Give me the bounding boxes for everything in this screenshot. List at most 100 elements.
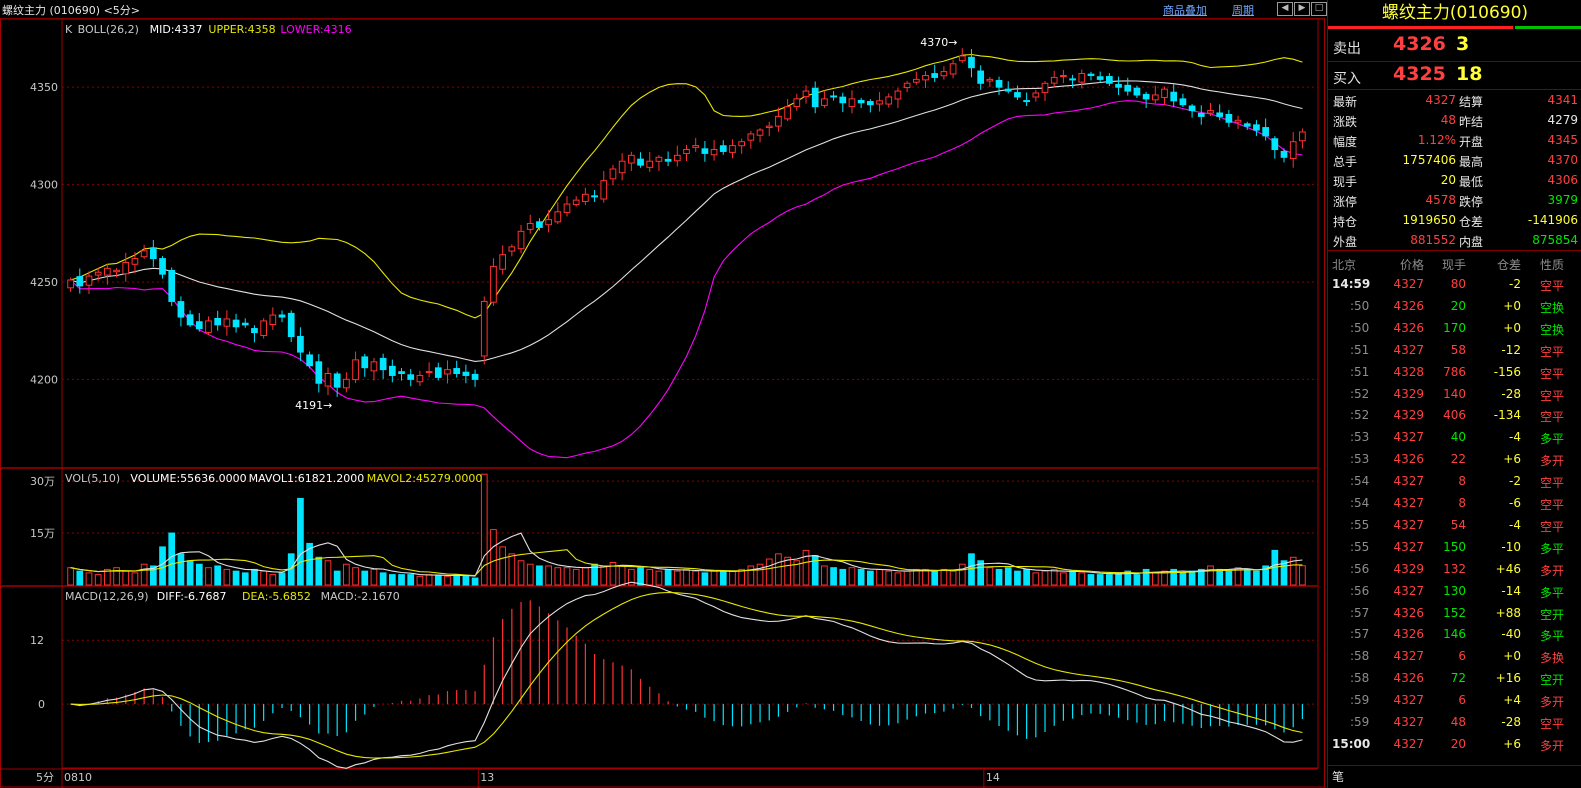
tick-cell-t: 14:59 <box>1332 277 1371 291</box>
tick-cell-p: 4326 <box>1393 320 1424 335</box>
tick-tab-label[interactable]: 笔 <box>1332 770 1345 784</box>
candle-body <box>1078 73 1086 83</box>
volume-bar <box>1170 568 1178 586</box>
futures-chart[interactable]: 4200 4250 4300 4350 15万 30万 0 12 5分 0810 13 14 4370→… <box>0 19 1325 788</box>
tick-cell-q: 40 <box>1450 430 1466 445</box>
candle-body <box>664 158 672 162</box>
volume-bar <box>554 567 562 586</box>
candle-body <box>1124 84 1132 92</box>
volume-bar <box>1133 574 1141 586</box>
volume-bar <box>1014 570 1021 586</box>
candle-body <box>738 141 746 147</box>
candlestick-series <box>67 48 1306 397</box>
volume-bar <box>370 568 378 586</box>
stat-label: 内盘 <box>1459 235 1484 249</box>
chart-frame <box>0 19 1325 788</box>
sell-quantity: 3 <box>1456 33 1470 55</box>
candle-body <box>756 129 764 136</box>
candle-body <box>490 265 497 303</box>
candle-body <box>416 374 424 383</box>
volume-bar <box>903 570 911 586</box>
period-link[interactable]: 周期 <box>1232 4 1254 17</box>
stat-label: 外盘 <box>1333 235 1358 249</box>
volume-bar <box>195 563 203 586</box>
candle-body <box>1289 141 1297 159</box>
y-tick-label: 15万 <box>30 527 55 540</box>
candle-body <box>1280 150 1288 158</box>
zoom-icon[interactable]: □ <box>1311 2 1327 16</box>
tick-cell-t: :50 <box>1350 320 1370 335</box>
chart-header-bar: 螺纹主力 (010690) <5分> 商品叠加 周期 ◀ ▶ □ <box>0 0 1327 19</box>
tick-cell-n: 空平 <box>1539 344 1564 359</box>
volume-bar <box>269 574 277 586</box>
candle-body <box>425 371 433 374</box>
tick-cell-n: 空开 <box>1539 673 1564 688</box>
y-tick-label: 4300 <box>30 179 58 192</box>
scroll-right-icon[interactable]: ▶ <box>1294 2 1310 16</box>
tick-cell-t: :55 <box>1350 539 1370 554</box>
tick-cell-t: :56 <box>1350 561 1370 576</box>
candle-body <box>333 373 341 388</box>
volume-bar <box>618 565 626 586</box>
overlay-commodity-link[interactable]: 商品叠加 <box>1163 4 1207 17</box>
candle-body <box>1216 112 1224 117</box>
macd-diff-label: DIFF:-6.7687 <box>157 590 227 603</box>
volume-bar <box>205 567 212 586</box>
volume-bar <box>177 553 185 586</box>
tick-cell-p: 4327 <box>1393 693 1424 708</box>
tick-cell-t: :51 <box>1350 364 1370 379</box>
volume-bar <box>471 577 479 586</box>
candle-body <box>747 133 755 141</box>
vol-indicator-label: VOL(5,10) <box>65 472 120 485</box>
tick-cell-n: 多开 <box>1539 738 1564 753</box>
tick-cell-p: 4329 <box>1393 386 1424 401</box>
boll-indicator-label: BOLL(26,2) <box>78 23 139 36</box>
candle-body <box>444 369 451 375</box>
volume-bar <box>1004 567 1012 586</box>
scroll-left-icon[interactable]: ◀ <box>1277 2 1293 16</box>
volume-bar <box>251 568 258 586</box>
volume-bar <box>1188 570 1196 586</box>
candle-body <box>462 371 470 376</box>
volume-bar <box>545 565 552 586</box>
volume-bar <box>104 568 111 586</box>
quote-panel-title: 螺纹主力(010690) <box>1381 3 1529 23</box>
tick-cell-q: 6 <box>1458 649 1466 664</box>
volume-bar <box>306 542 313 586</box>
candle-body <box>499 254 506 270</box>
stat-value: 4370 <box>1547 153 1578 167</box>
candle-body <box>269 314 277 326</box>
volume-bar <box>821 565 828 586</box>
volume-bar <box>260 570 267 586</box>
candle-body <box>839 96 847 104</box>
tick-cell-q: 22 <box>1450 452 1466 467</box>
volume-bar <box>1115 572 1122 586</box>
tick-cell-n: 空平 <box>1539 410 1564 425</box>
tick-cell-q: 20 <box>1450 298 1466 313</box>
candle-body <box>765 125 773 129</box>
tick-cell-d: +6 <box>1503 736 1521 751</box>
volume-bar <box>1142 568 1150 586</box>
buy-label: 买入 <box>1333 71 1361 87</box>
candle-body <box>811 87 819 108</box>
candle-body <box>388 365 396 376</box>
volume-bar <box>784 556 791 586</box>
candle-body <box>370 361 378 372</box>
stat-value: 48 <box>1440 113 1456 127</box>
volume-bar <box>131 572 139 586</box>
buy-price: 4325 <box>1393 63 1446 85</box>
tick-cell-n: 多开 <box>1539 563 1564 578</box>
candle-body <box>977 70 985 84</box>
volume-bar <box>600 565 608 586</box>
tick-cell-q: 130 <box>1443 583 1466 598</box>
candle-body <box>545 219 552 226</box>
volume-bar <box>425 574 433 586</box>
candle-body <box>1207 110 1214 114</box>
tick-cell-d: -40 <box>1501 627 1521 642</box>
tick-cell-t: :56 <box>1350 583 1370 598</box>
candle-body <box>701 148 709 154</box>
tick-cell-n: 空平 <box>1539 717 1564 731</box>
tick-cell-d: -28 <box>1501 715 1521 729</box>
y-tick-label: 12 <box>30 634 44 647</box>
volume-bar <box>315 556 323 586</box>
